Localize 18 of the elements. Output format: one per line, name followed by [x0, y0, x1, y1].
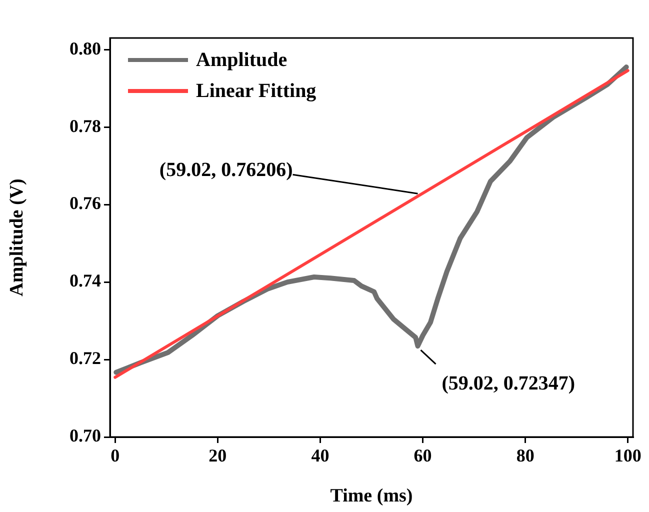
x-tick-label: 40 — [311, 445, 330, 466]
y-tick-label: 0.74 — [70, 270, 101, 291]
x-axis-title: Time (ms) — [330, 486, 413, 507]
y-tick-label: 0.70 — [70, 426, 101, 446]
annotation: (59.02, 0.76206) — [159, 158, 293, 181]
x-tick-label: 100 — [614, 445, 642, 466]
x-tick-label: 20 — [208, 445, 227, 466]
y-tick-label: 0.76 — [70, 193, 101, 214]
y-tick-label: 0.72 — [70, 348, 101, 368]
legend-label: Linear Fitting — [196, 80, 316, 102]
x-tick-label: 0 — [110, 445, 120, 466]
annotation: (59.02, 0.72347) — [442, 372, 576, 394]
x-tick-label: 60 — [414, 445, 432, 466]
y-tick-label: 0.80 — [70, 38, 101, 58]
y-axis-title: Amplitude (V) — [6, 178, 28, 296]
y-tick-label: 0.78 — [70, 116, 101, 136]
x-tick-label: 80 — [516, 445, 534, 466]
legend-label: Amplitude — [196, 49, 288, 72]
